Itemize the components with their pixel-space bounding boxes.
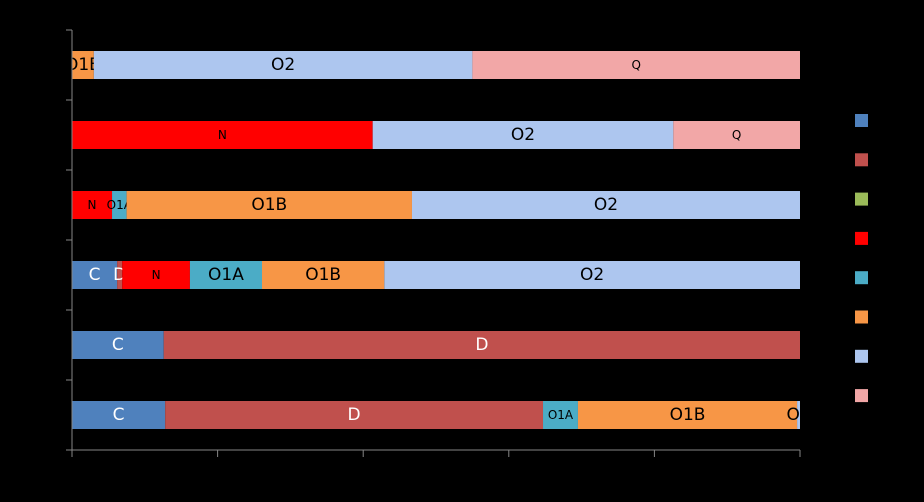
data-label: O2 — [271, 55, 295, 75]
legend — [855, 114, 868, 403]
legend-swatch — [855, 310, 868, 324]
bar-segment — [117, 261, 123, 289]
bar-segment — [372, 121, 674, 149]
bar-segment — [384, 261, 800, 289]
data-label: D — [348, 405, 361, 425]
data-label: O1A — [548, 408, 574, 422]
data-label: C — [113, 405, 125, 425]
bar-segment — [577, 401, 798, 429]
data-label: O1A — [208, 265, 244, 285]
bar-segment — [112, 191, 127, 219]
data-label: Q — [732, 128, 741, 142]
bar-segment — [472, 51, 800, 79]
bar-segment — [72, 51, 94, 79]
data-label: O2 — [580, 265, 604, 285]
legend-swatch — [855, 153, 868, 167]
legend-swatch — [855, 271, 868, 285]
bar-segment — [673, 121, 800, 149]
legend-swatch — [855, 389, 868, 403]
data-label: O2 — [594, 195, 618, 215]
data-label: O1B — [251, 195, 287, 215]
data-label: C — [112, 335, 124, 355]
data-label: O1A — [107, 198, 133, 212]
data-label: O1B — [305, 265, 341, 285]
bar-segment — [126, 191, 412, 219]
bar-segment — [93, 51, 473, 79]
legend-swatch — [855, 192, 868, 206]
bar-segment — [72, 191, 113, 219]
bar-segment — [165, 401, 544, 429]
bar-segment — [543, 401, 578, 429]
data-label: N — [152, 268, 161, 282]
data-label: D — [475, 335, 488, 355]
legend-swatch — [855, 114, 868, 127]
bar-segment — [262, 261, 385, 289]
data-label: O2 — [786, 405, 810, 425]
data-label: N — [218, 128, 227, 142]
bar-segment — [72, 401, 166, 429]
bar-segment — [797, 401, 800, 429]
legend-swatch — [855, 231, 868, 245]
bar-segment — [72, 331, 164, 359]
data-label: Q — [631, 58, 640, 72]
data-label: N — [88, 198, 97, 212]
data-label: O2 — [511, 125, 535, 145]
legend-swatch — [855, 349, 868, 363]
data-label: O1B — [65, 55, 101, 75]
data-label: O1B — [670, 405, 706, 425]
bar-segment — [163, 331, 800, 359]
bar-segment — [189, 261, 263, 289]
bar-segment — [411, 191, 800, 219]
axes — [66, 29, 801, 457]
bars: O1B O2 QN O2 QN O1A O1B O2C D N O1A O1B O2C DC D O1A O1B… — [65, 51, 811, 429]
bar-segment — [72, 261, 118, 289]
bar-segment — [72, 121, 373, 149]
bar-segment — [122, 261, 190, 289]
data-label: C — [89, 265, 101, 285]
